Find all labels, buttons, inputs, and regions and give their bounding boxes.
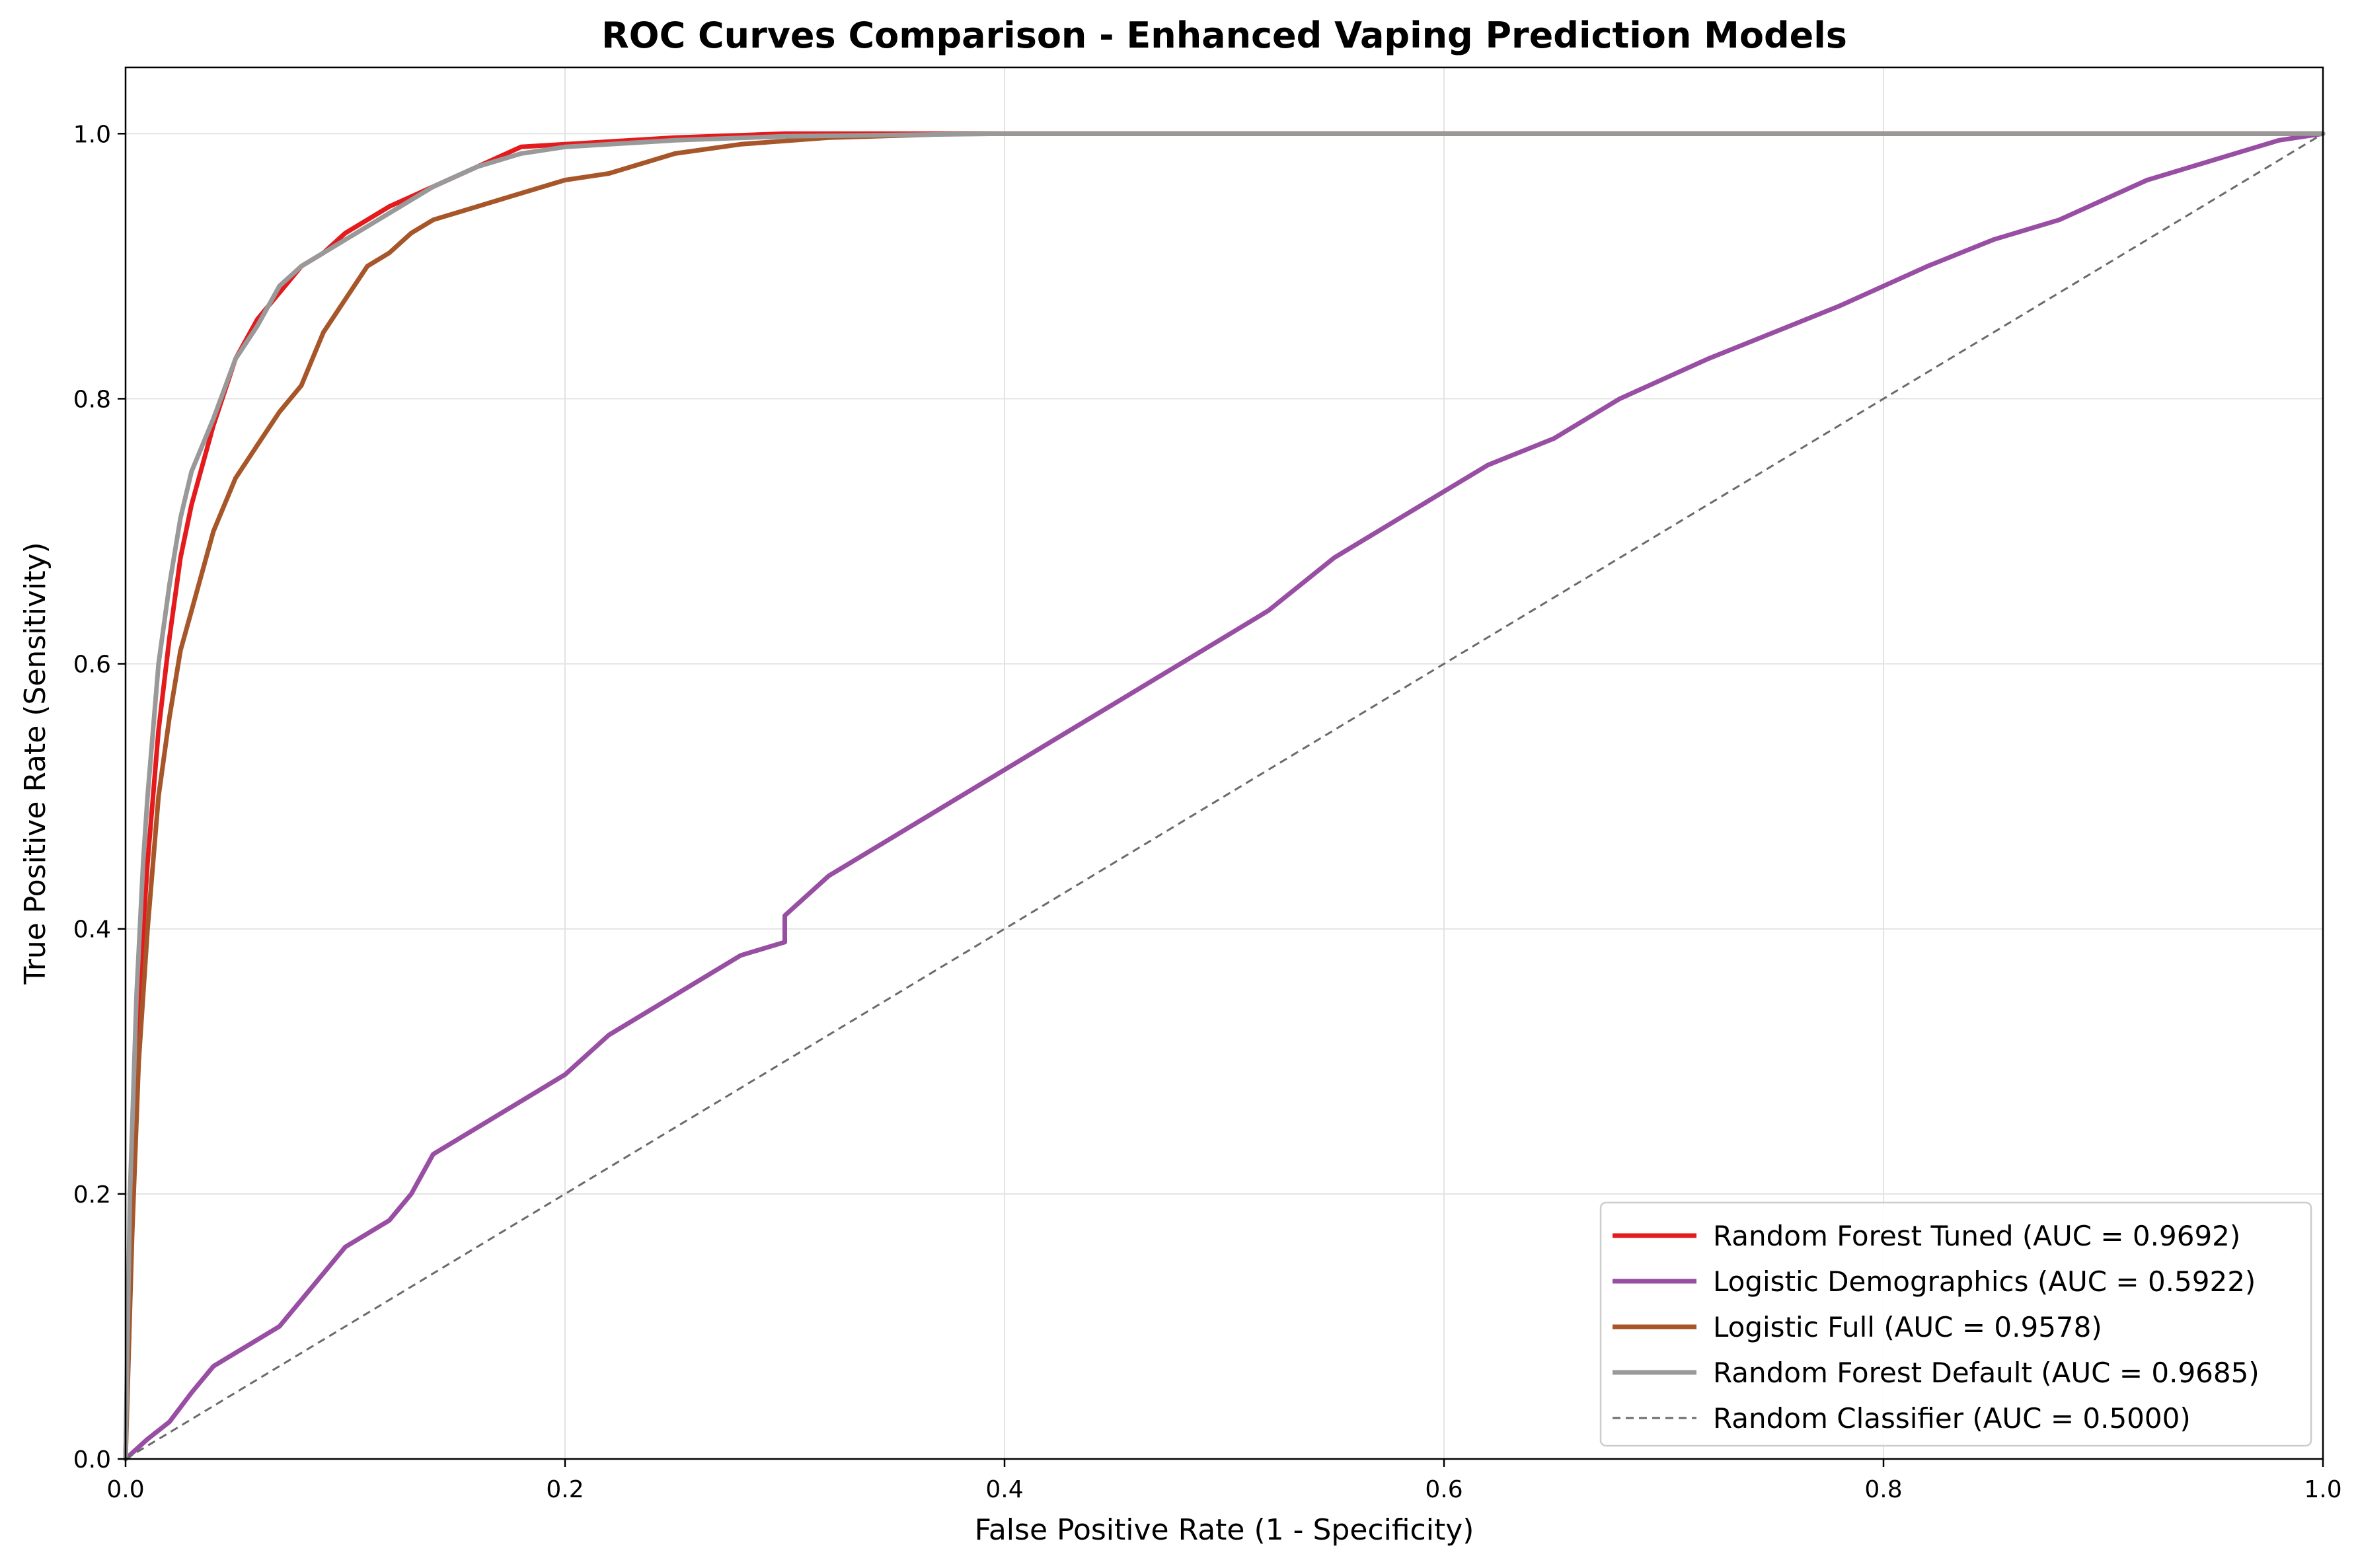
x-tick-label: 0.0 — [106, 1476, 144, 1503]
grid — [125, 67, 2324, 1460]
series-line-4 — [125, 133, 2324, 1460]
x-tick-label: 0.6 — [1425, 1476, 1463, 1503]
legend-label: Random Forest Tuned (AUC = 0.9692) — [1713, 1220, 2240, 1252]
y-tick-label: 1.0 — [73, 121, 111, 148]
x-tick-label: 0.8 — [1864, 1476, 1902, 1503]
y-tick-label: 0.0 — [73, 1446, 111, 1474]
legend-label: Logistic Demographics (AUC = 0.5922) — [1713, 1265, 2256, 1298]
y-tick-label: 0.2 — [73, 1181, 111, 1209]
plot-frame — [124, 66, 2324, 1460]
legend: Random Forest Tuned (AUC = 0.9692) Logist… — [1599, 1201, 2312, 1447]
x-tick-label: 0.4 — [985, 1476, 1023, 1503]
legend-label: Logistic Full (AUC = 0.9578) — [1713, 1311, 2102, 1343]
series-lines — [123, 131, 2326, 1462]
y-axis-label: True Positive Rate (Sensitivity) — [19, 542, 52, 985]
series-line-1 — [123, 131, 2326, 1462]
y-tick-label: 0.6 — [73, 652, 111, 679]
series-line-2 — [123, 131, 2326, 1462]
axis-ticks: 0.0 0.2 0.4 0.6 0.8 1.0 0.0 0.2 0.4 0.6 0.8 1.0 — [73, 121, 2342, 1503]
series-line-3 — [123, 131, 2326, 1462]
x-tick-label: 1.0 — [2304, 1476, 2341, 1503]
legend-label: Random Forest Default (AUC = 0.9685) — [1713, 1357, 2260, 1389]
y-tick-label: 0.4 — [73, 916, 111, 944]
x-tick-label: 0.2 — [546, 1476, 584, 1503]
x-axis-label: False Positive Rate (1 - Specificity) — [975, 1513, 1474, 1547]
y-tick-label: 0.8 — [73, 386, 111, 413]
legend-label: Random Classifier (AUC = 0.5000) — [1713, 1402, 2191, 1435]
legend-box — [1599, 1201, 2312, 1447]
chart-title: ROC Curves Comparison - Enhanced Vaping … — [601, 15, 1847, 56]
